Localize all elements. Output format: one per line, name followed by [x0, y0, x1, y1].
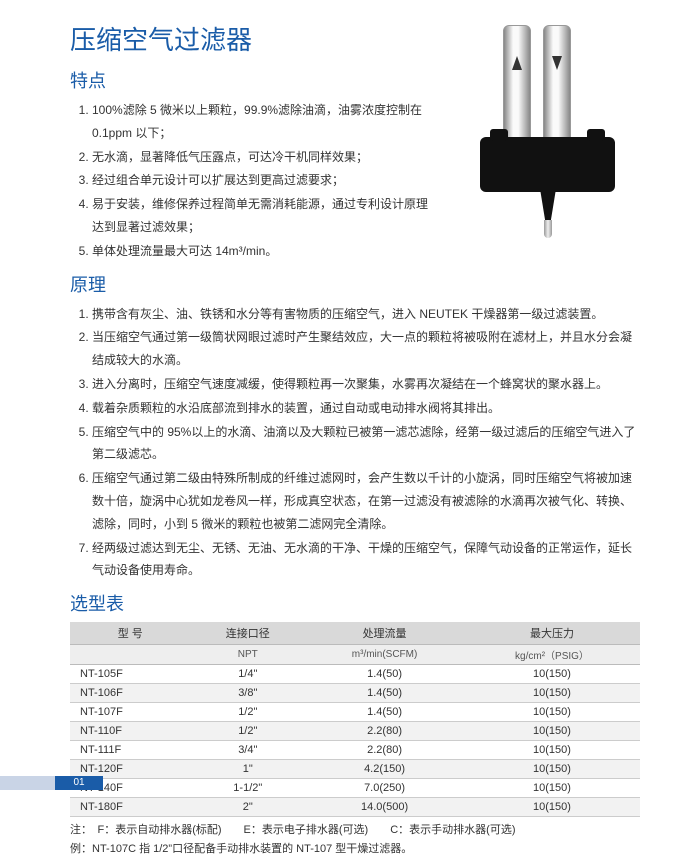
table-cell: 3/4" [190, 741, 305, 760]
table-cell: NT-180F [70, 798, 190, 817]
table-cell: NT-105F [70, 665, 190, 684]
list-item: 单体处理流量最大可达 14m³/min。 [92, 240, 430, 263]
table-cell: 1/4" [190, 665, 305, 684]
list-item: 无水滴，显著降低气压露点，可达冷干机同样效果； [92, 146, 430, 169]
col-subheader: m³/min(SCFM) [305, 645, 464, 665]
table-cell: 10(150) [464, 703, 640, 722]
table-cell: NT-107F [70, 703, 190, 722]
page-footer: 01 [0, 772, 680, 790]
features-list: 100%滤除 5 微米以上颗粒，99.9%滤除油滴，油雾浓度控制在 0.1ppm… [70, 99, 430, 263]
col-header: 型 号 [70, 622, 190, 645]
list-item: 进入分离时，压缩空气速度减缓，使得颗粒再一次聚集，水雾再次凝结在一个蜂窝状的聚水… [92, 373, 640, 396]
table-cell: 10(150) [464, 798, 640, 817]
table-notes: 注： F：表示自动排水器(标配) E：表示电子排水器(可选) C：表示手动排水器… [70, 821, 640, 858]
list-item: 100%滤除 5 微米以上颗粒，99.9%滤除油滴，油雾浓度控制在 0.1ppm… [92, 99, 430, 145]
list-item: 载着杂质颗粒的水沿底部流到排水的装置，通过自动或电动排水阀将其排出。 [92, 397, 640, 420]
list-item: 携带含有灰尘、油、铁锈和水分等有害物质的压缩空气，进入 NEUTEK 干燥器第一… [92, 303, 640, 326]
col-header: 处理流量 [305, 622, 464, 645]
product-illustration [465, 25, 635, 255]
list-item: 压缩空气通过第二级由特殊所制成的纤维过滤网时，会产生数以千计的小旋涡，同时压缩空… [92, 467, 640, 535]
table-cell: 1.4(50) [305, 684, 464, 703]
table-cell: 10(150) [464, 684, 640, 703]
col-subheader [70, 645, 190, 665]
table-cell: 2.2(80) [305, 722, 464, 741]
table-cell: 14.0(500) [305, 798, 464, 817]
col-header: 连接口径 [190, 622, 305, 645]
table-cell: 1.4(50) [305, 665, 464, 684]
list-item: 经过组合单元设计可以扩展达到更高过滤要求； [92, 169, 430, 192]
principle-heading: 原理 [70, 271, 640, 297]
table-cell: 2" [190, 798, 305, 817]
table-row: NT-180F2"14.0(500)10(150) [70, 798, 640, 817]
table-heading: 选型表 [70, 590, 640, 616]
table-row: NT-110F1/2"2.2(80)10(150) [70, 722, 640, 741]
table-row: NT-106F3/8"1.4(50)10(150) [70, 684, 640, 703]
table-row: NT-105F1/4"1.4(50)10(150) [70, 665, 640, 684]
table-row: NT-107F1/2"1.4(50)10(150) [70, 703, 640, 722]
list-item: 易于安装，维修保养过程简单无需消耗能源，通过专利设计原理达到显著过滤效果； [92, 193, 430, 239]
list-item: 压缩空气中的 95%以上的水滴、油滴以及大颗粒已被第一滤芯滤除，经第一级过滤后的… [92, 421, 640, 467]
table-cell: 10(150) [464, 665, 640, 684]
note-line: 注： F：表示自动排水器(标配) E：表示电子排水器(可选) C：表示手动排水器… [70, 821, 640, 840]
table-cell: 1/2" [190, 703, 305, 722]
table-cell: 2.2(80) [305, 741, 464, 760]
principle-list: 携带含有灰尘、油、铁锈和水分等有害物质的压缩空气，进入 NEUTEK 干燥器第一… [70, 303, 640, 583]
table-cell: NT-111F [70, 741, 190, 760]
table-row: NT-111F3/4"2.2(80)10(150) [70, 741, 640, 760]
table-cell: NT-106F [70, 684, 190, 703]
table-cell: 10(150) [464, 722, 640, 741]
col-subheader: kg/cm²（PSIG） [464, 645, 640, 665]
page-number: 01 [55, 776, 103, 790]
table-cell: 10(150) [464, 741, 640, 760]
table-cell: 3/8" [190, 684, 305, 703]
col-header: 最大压力 [464, 622, 640, 645]
note-line: 例：NT-107C 指 1/2”口径配备手动排水装置的 NT-107 型干燥过滤… [70, 840, 640, 859]
table-cell: 1/2" [190, 722, 305, 741]
col-subheader: NPT [190, 645, 305, 665]
table-cell: NT-110F [70, 722, 190, 741]
list-item: 当压缩空气通过第一级筒状网眼过滤时产生聚结效应，大一点的颗粒将被吸附在滤材上，并… [92, 326, 640, 372]
table-cell: 1.4(50) [305, 703, 464, 722]
list-item: 经两级过滤达到无尘、无锈、无油、无水滴的干净、干燥的压缩空气，保障气动设备的正常… [92, 537, 640, 583]
